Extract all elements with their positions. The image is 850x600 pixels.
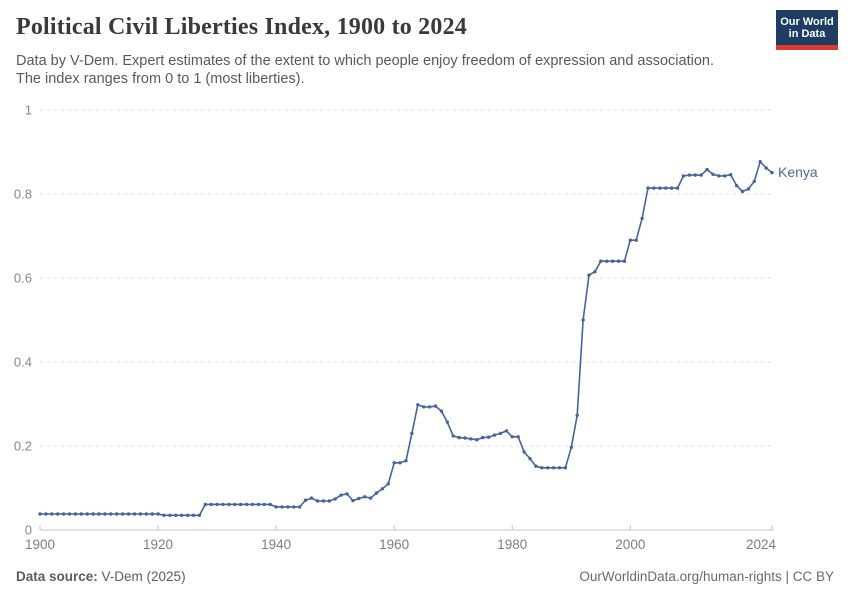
x-tick-label: 2024: [746, 537, 777, 552]
chart-subtitle-line2: The index ranges from 0 to 1 (most liber…: [16, 71, 305, 87]
data-source-value: V-Dem (2025): [97, 569, 186, 584]
axes: 0 0.2 0.4 0.6 0.8 1 1900 1920 1940 1960 1980 2000 20…: [14, 103, 777, 553]
x-tick-label: 1940: [261, 537, 291, 552]
chart-title: Political Civil Liberties Index, 1900 to…: [16, 14, 467, 40]
owid-logo-line2: in Data: [788, 27, 826, 40]
y-tick-label: 0.6: [14, 271, 32, 286]
gridlines: [40, 109, 772, 447]
series-end-label: Kenya: [778, 164, 818, 180]
x-tick-label: 1920: [143, 537, 173, 552]
data-source-note: Data source: V-Dem (2025): [16, 569, 186, 584]
kenya-line-markers: [38, 160, 774, 517]
x-tick-label: 2000: [615, 537, 645, 552]
x-tick-label: 1960: [379, 537, 409, 552]
owid-logo-line1: Our World: [780, 15, 834, 28]
credit-link[interactable]: OurWorldinData.org/human-rights | CC BY: [579, 569, 834, 584]
y-tick-label: 0.8: [14, 187, 32, 202]
chart-subtitle-line1: Data by V-Dem. Expert estimates of the e…: [16, 53, 714, 69]
chart-subtitle: Data by V-Dem. Expert estimates of the e…: [16, 52, 736, 88]
y-tick-label: 0.2: [14, 439, 32, 454]
owid-logo[interactable]: Our World in Data: [776, 10, 838, 50]
data-source-label: Data source:: [16, 569, 98, 584]
x-tick-label: 1980: [497, 537, 527, 552]
y-tick-label: 1: [25, 103, 32, 118]
y-tick-label: 0: [25, 523, 32, 538]
y-tick-label: 0.4: [14, 355, 32, 370]
x-tick-label: 1900: [25, 537, 55, 552]
